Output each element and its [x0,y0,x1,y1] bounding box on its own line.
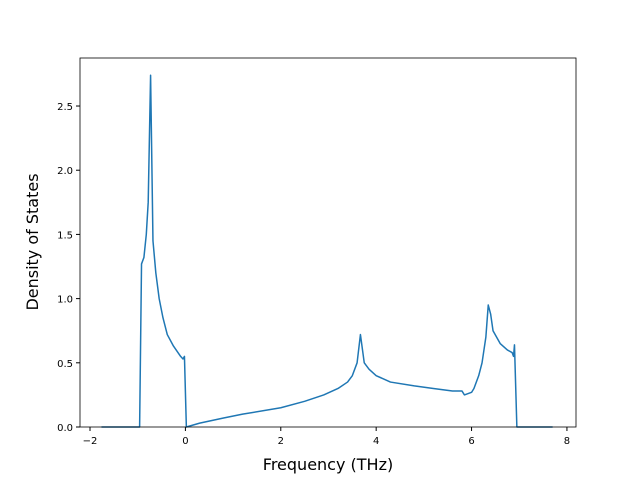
y-tick-label: 0.0 [57,423,73,434]
y-axis-label: Density of States [23,173,42,310]
line-series [101,74,553,428]
y-tick-label: 1.5 [57,230,73,241]
x-tick-label: −2 [83,436,98,447]
x-tick-label: 2 [278,436,284,447]
y-tick-label: 0.5 [57,359,73,370]
plot-frame [79,57,577,428]
y-tick-label: 2.5 [57,102,73,113]
x-tick-label: 6 [468,436,474,447]
y-tick-label: 1.0 [57,295,73,306]
x-axis-label: Frequency (THz) [263,455,393,474]
x-tick-label: 8 [564,436,570,447]
x-tick-label: 0 [182,436,188,447]
y-tick-label: 2.0 [57,166,73,177]
x-tick-label: 4 [373,436,379,447]
